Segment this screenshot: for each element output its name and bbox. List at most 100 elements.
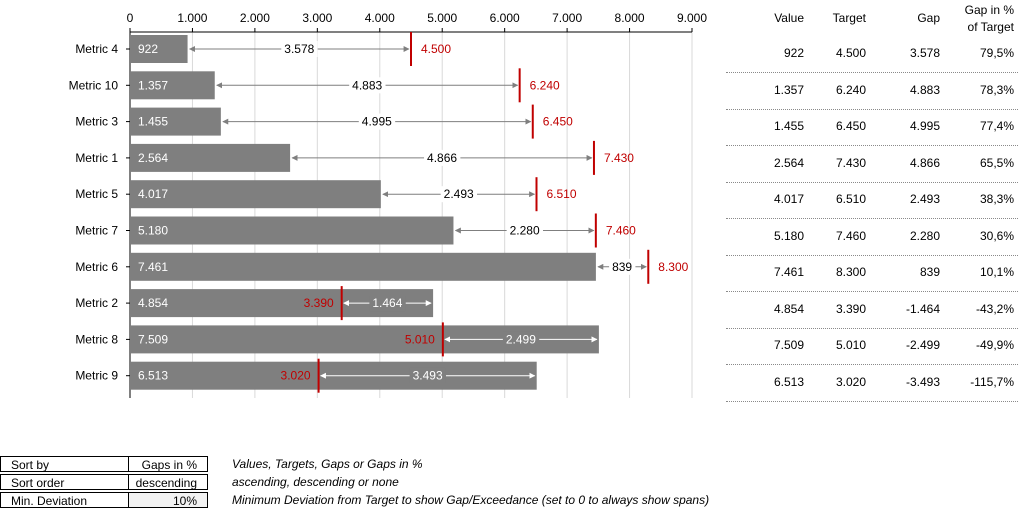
cell-gap-pct: 78,3% xyxy=(979,82,1014,97)
target-label: 7.460 xyxy=(606,224,636,238)
cell-gap-pct: 65,5% xyxy=(979,155,1014,170)
x-tick-label: 4.000 xyxy=(365,11,395,25)
gap-label-background xyxy=(440,186,478,203)
cell-gap-pct: 30,6% xyxy=(979,228,1014,243)
cell-gap-pct: 77,4% xyxy=(979,119,1014,133)
cell-target: 4.500 xyxy=(835,46,866,60)
table-row: 4.017 6.510 2.493 38,3% xyxy=(726,182,1018,219)
cell-value: 922 xyxy=(783,46,804,60)
setting-note: ascending, descending or none xyxy=(232,475,399,489)
setting-label: Sort by xyxy=(0,456,128,472)
gap-label: 3.493 xyxy=(413,369,443,383)
table-row: 1.455 6.450 4.995 77,4% xyxy=(726,109,1018,146)
bar xyxy=(130,180,381,209)
target-label: 6.450 xyxy=(543,115,573,129)
cell-value: 2.564 xyxy=(773,155,804,170)
gap-label: 4.883 xyxy=(352,78,382,92)
table-row: 2.564 7.430 4.866 65,5% xyxy=(726,146,1018,183)
bar xyxy=(130,216,454,245)
table-row: 4.854 3.390 -1.464 -43,2% xyxy=(726,292,1018,329)
cell-gap: 4.995 xyxy=(909,119,940,133)
cell-target: 7.430 xyxy=(835,155,866,170)
target-label: 3.020 xyxy=(281,369,311,383)
bar-value-label: 1.455 xyxy=(138,115,168,129)
min-deviation-cell[interactable]: 10% xyxy=(128,492,208,508)
x-tick-label: 7.000 xyxy=(552,11,582,25)
cell-gap: 2.280 xyxy=(909,228,940,243)
cell-target: 7.460 xyxy=(835,228,866,243)
gap-label: 1.464 xyxy=(372,296,402,310)
bar xyxy=(130,252,596,281)
category-label: Metric 4 xyxy=(75,42,118,56)
x-tick-label: 3.000 xyxy=(302,11,332,25)
header-gap: Gap xyxy=(917,11,940,25)
gap-label-background xyxy=(424,149,461,166)
gap-label: 2.493 xyxy=(444,187,474,201)
cell-target: 6.510 xyxy=(835,192,866,206)
cell-gap: 839 xyxy=(919,265,940,279)
cell-value: 6.513 xyxy=(773,374,804,389)
table-row: 6.513 3.020 -3.493 -115,7% xyxy=(726,365,1018,402)
cell-target: 3.020 xyxy=(835,374,866,389)
gap-label: 3.578 xyxy=(284,42,314,56)
cell-gap-pct: 10,1% xyxy=(979,265,1014,279)
category-label: Metric 2 xyxy=(75,296,118,310)
cell-value: 5.180 xyxy=(773,228,804,243)
table-row: 1.357 6.240 4.883 78,3% xyxy=(726,73,1018,110)
sort-order-cell[interactable]: descending xyxy=(128,474,208,490)
cell-gap-pct: 38,3% xyxy=(979,192,1014,206)
table-row: 7.509 5.010 -2.499 -49,9% xyxy=(726,328,1018,365)
setting-note: Minimum Deviation from Target to show Ga… xyxy=(232,493,710,507)
bar-value-label: 1.357 xyxy=(138,78,168,92)
x-tick-label: 6.000 xyxy=(490,11,520,25)
target-label: 6.510 xyxy=(547,187,577,201)
cell-gap: -2.499 xyxy=(905,338,940,352)
cell-value: 4.854 xyxy=(773,301,804,316)
category-label: Metric 9 xyxy=(75,369,118,383)
table-row: 7.461 8.300 839 10,1% xyxy=(726,255,1018,292)
cell-gap-pct: -43,2% xyxy=(975,301,1014,316)
header-gap-pct-line1: Gap in % xyxy=(964,3,1014,17)
category-label: Metric 6 xyxy=(75,260,118,274)
category-label: Metric 8 xyxy=(75,332,118,346)
bar-value-label: 4.854 xyxy=(138,296,168,310)
bar xyxy=(130,71,215,100)
sort-by-cell[interactable]: Gaps in % xyxy=(128,456,208,472)
setting-row-min-deviation: Min. Deviation 10% Minimum Deviation fro… xyxy=(0,492,760,509)
gap-label-background xyxy=(409,367,446,384)
cell-target: 3.390 xyxy=(835,301,866,316)
category-label: Metric 5 xyxy=(75,187,118,201)
x-tick-label: 1.000 xyxy=(177,11,207,25)
x-tick-label: 9.000 xyxy=(677,11,707,25)
setting-note: Values, Targets, Gaps or Gaps in % xyxy=(232,457,423,471)
gap-label-background xyxy=(281,41,318,57)
bar-value-label: 6.513 xyxy=(138,369,168,383)
target-label: 5.010 xyxy=(405,332,435,346)
gap-label-background xyxy=(609,258,636,275)
gap-label-background xyxy=(502,331,540,348)
cell-value: 7.509 xyxy=(773,338,804,352)
x-tick-label: 5.000 xyxy=(427,11,457,25)
header-target: Target xyxy=(832,11,866,25)
cell-gap: 4.883 xyxy=(909,82,940,97)
bar xyxy=(130,107,221,136)
bar xyxy=(130,143,291,172)
category-label: Metric 10 xyxy=(69,78,119,92)
x-tick-label: 0 xyxy=(127,11,134,25)
x-tick-label: 8.000 xyxy=(615,11,645,25)
cell-gap: 4.866 xyxy=(909,155,940,170)
gap-label: 2.280 xyxy=(510,224,540,238)
gap-label: 2.499 xyxy=(506,332,536,346)
target-label: 4.500 xyxy=(421,42,451,56)
bar-value-label: 7.461 xyxy=(138,260,168,274)
cell-gap-pct: -115,7% xyxy=(970,374,1014,389)
cell-gap: 2.493 xyxy=(909,192,940,206)
setting-label: Sort order xyxy=(0,474,128,490)
cell-target: 6.240 xyxy=(835,82,866,97)
gap-label-background xyxy=(506,222,543,239)
category-label: Metric 7 xyxy=(75,224,118,238)
category-label: Metric 1 xyxy=(75,151,118,165)
gap-label: 4.995 xyxy=(362,115,392,129)
gap-label: 839 xyxy=(612,260,632,274)
bar-value-label: 2.564 xyxy=(138,151,168,165)
